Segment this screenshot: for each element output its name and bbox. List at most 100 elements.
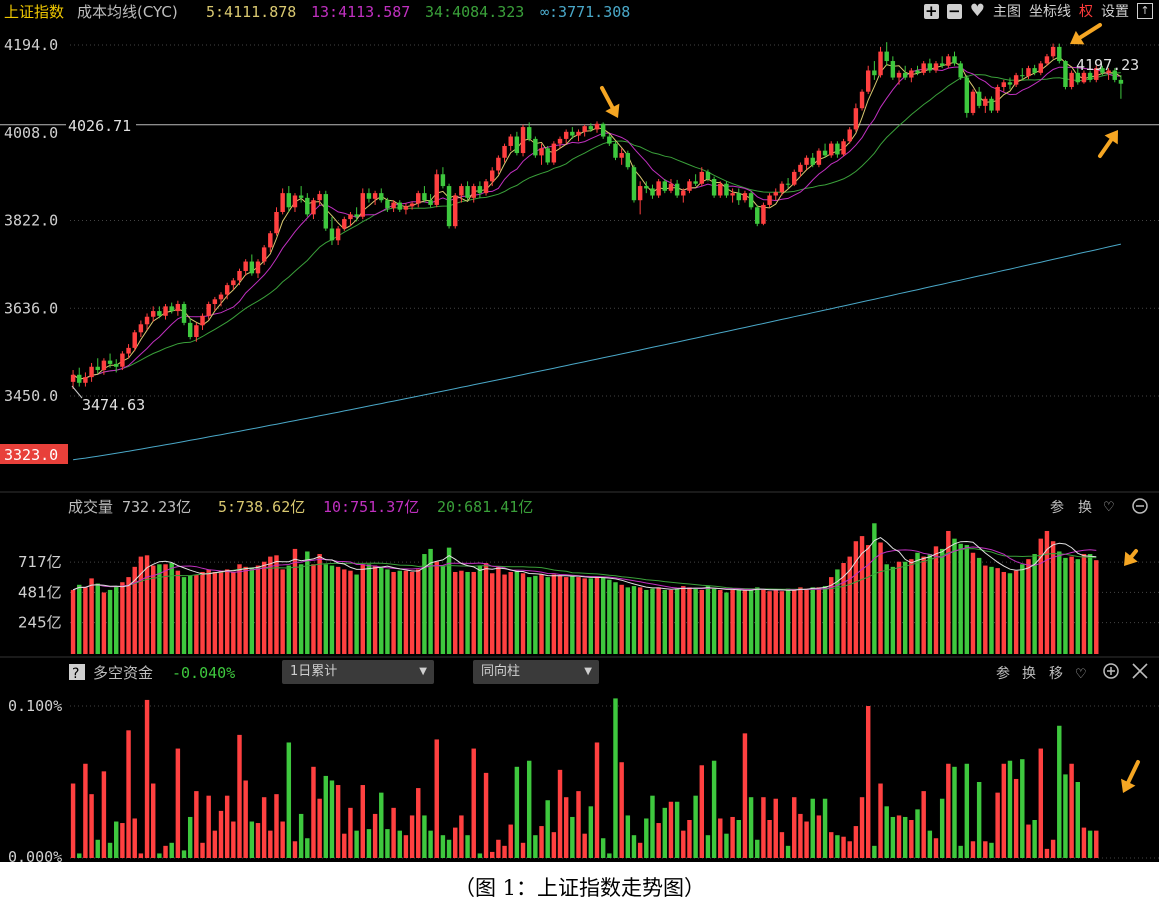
- candle-body: [428, 200, 433, 205]
- fund-bar: [570, 816, 575, 858]
- candle-body: [865, 70, 871, 92]
- candle-body: [767, 195, 772, 205]
- period-dropdown-value: 1日累计: [290, 664, 338, 679]
- candle-body: [551, 143, 557, 163]
- candle-body: [927, 63, 933, 71]
- fund-bar: [785, 845, 791, 858]
- candle-body: [921, 63, 926, 73]
- candle-body: [785, 183, 791, 185]
- chart-canvas: 上证指数 成本均线(CYC) 5:4111.878 13:4113.587 34:408…: [0, 3, 1159, 862]
- fund-bar: [70, 783, 76, 858]
- settings-button[interactable]: 设置: [1101, 4, 1129, 20]
- volume-bar: [976, 557, 982, 654]
- volume-bar: [687, 587, 692, 654]
- candle-body: [1112, 70, 1117, 80]
- axis-bottom-label-bg: [0, 444, 68, 464]
- candle-body: [613, 143, 618, 158]
- main-chart-button[interactable]: 主图: [993, 4, 1021, 20]
- index-name: 上证指数: [4, 3, 64, 21]
- volume-bar: [995, 568, 1000, 654]
- volume-bar: [1069, 556, 1074, 654]
- volume-bar: [385, 569, 390, 654]
- volume-bar: [810, 587, 815, 654]
- volume-bar: [533, 575, 538, 654]
- fund-bar: [489, 851, 495, 858]
- fund-bar: [853, 826, 859, 858]
- fund-bar: [613, 698, 618, 858]
- volume-bar: [422, 554, 427, 654]
- fund-bar: [637, 842, 643, 858]
- annotation-arrow-head: [1104, 130, 1118, 145]
- price-adjust-button[interactable]: 权: [1079, 4, 1093, 20]
- candle-body: [317, 194, 322, 201]
- ma-infinite-line: [73, 243, 1122, 461]
- zoom-in-button[interactable]: +: [923, 1, 939, 20]
- candle-body: [995, 86, 1000, 111]
- export-icon[interactable]: ↑: [1137, 3, 1153, 19]
- volume-bar: [588, 578, 594, 654]
- favorite-heart-icon[interactable]: ♥: [969, 1, 985, 21]
- fund-bar: [644, 818, 649, 858]
- volume-bar: [409, 571, 415, 654]
- candle-body: [1013, 75, 1019, 85]
- volume-bar: [335, 566, 341, 654]
- fund-bar: [841, 836, 846, 858]
- candle-body: [471, 186, 476, 198]
- fund-bar: [915, 809, 920, 858]
- fund-bar: [847, 841, 852, 858]
- fund-bar: [946, 763, 951, 858]
- volume-bar: [896, 561, 902, 654]
- volume-bar: [70, 589, 76, 654]
- volume-bar: [255, 565, 261, 654]
- period-dropdown[interactable]: 1日累计 ▼: [282, 660, 434, 684]
- volume-switch-button: 换: [1078, 499, 1092, 516]
- volume-current: 732.23亿: [122, 498, 191, 516]
- volume-bar: [126, 577, 131, 654]
- volume-zoom-out-icon: [1132, 498, 1148, 514]
- fund-bar: [187, 816, 193, 858]
- volume-bar: [964, 545, 970, 654]
- fund-bar: [909, 820, 914, 858]
- volume-bar: [829, 577, 834, 654]
- volume-bar: [724, 592, 729, 654]
- candle-body: [594, 123, 600, 130]
- fund-bar: [157, 853, 162, 858]
- volume-bar: [668, 589, 674, 654]
- fund-bar: [976, 782, 982, 858]
- high-price-label: 4197.23: [1076, 56, 1139, 74]
- candle-body: [89, 366, 94, 378]
- fund-bar: [132, 818, 137, 858]
- annotation-arrow: [1129, 549, 1138, 559]
- fund-tick-label: 0.000%: [8, 848, 62, 862]
- candle-body: [545, 148, 550, 163]
- volume-bar: [280, 569, 285, 654]
- volume-bar: [157, 564, 162, 654]
- volume-bar: [792, 589, 797, 654]
- volume-bar: [767, 591, 772, 654]
- volume-title: 成交量: [68, 498, 113, 516]
- candle-body: [138, 324, 144, 333]
- candle-body: [305, 197, 310, 215]
- volume-bar: [637, 587, 643, 654]
- volume-bar: [576, 577, 581, 654]
- fund-bar: [835, 835, 840, 858]
- volume-bar: [970, 552, 976, 654]
- volume-bar: [619, 584, 624, 654]
- candle-body: [847, 129, 852, 142]
- bar-mode-dropdown[interactable]: 同向柱 ▼: [473, 660, 599, 684]
- fund-bar: [1032, 820, 1037, 858]
- zoom-out-button[interactable]: −: [946, 1, 962, 20]
- fund-bar: [699, 765, 705, 858]
- fund-bar: [194, 791, 199, 858]
- fund-bar: [588, 806, 594, 858]
- volume-bar: [545, 577, 550, 654]
- volume-tick-label: 717亿: [18, 553, 62, 571]
- fund-bar: [933, 838, 939, 858]
- fund-bar: [705, 835, 711, 858]
- candle-body: [607, 136, 612, 144]
- fund-bar: [1057, 725, 1062, 858]
- volume-bar: [1081, 554, 1087, 654]
- axis-line-button[interactable]: 坐标线: [1029, 4, 1071, 20]
- candle-body: [674, 183, 680, 196]
- candle-body: [976, 91, 982, 106]
